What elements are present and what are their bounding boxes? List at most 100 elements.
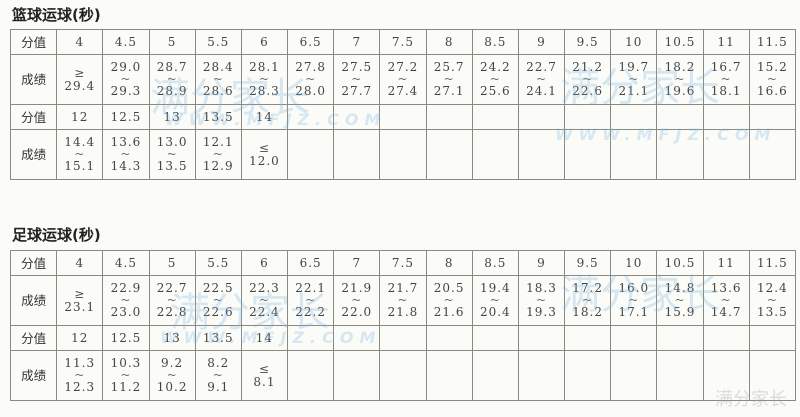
tilde-icon: ~ [351, 293, 363, 307]
score-cell [287, 104, 335, 130]
score-cell: 10.5 [656, 29, 704, 55]
result-cell [748, 350, 797, 401]
result-value: 15.9 [664, 305, 696, 319]
tilde-icon: ~ [628, 293, 640, 307]
score-cell: 12.5 [102, 104, 150, 130]
result-cell: 12.1 ~12.9 [194, 129, 242, 180]
result-cell: 22.7 ~24.1 [517, 54, 566, 105]
result-cell: 28.1 ~28.3 [240, 54, 289, 105]
score-cell: 9.5 [564, 250, 612, 276]
result-cell [425, 129, 473, 180]
tilde-icon: ~ [305, 72, 317, 86]
result-value: 15.2 [757, 60, 788, 74]
tilde-icon: ~ [212, 147, 224, 161]
result-value: 22.6 [202, 305, 234, 319]
result-value: 21.8 [387, 305, 419, 319]
score-cell [748, 104, 797, 130]
score-cell: 4 [56, 250, 104, 276]
score-cell [517, 325, 566, 351]
score-cell [333, 325, 381, 351]
result-cell [564, 129, 612, 180]
result-value: 10.2 [156, 380, 188, 394]
score-cell: 10.5 [656, 250, 704, 276]
tilde-icon: ~ [212, 293, 224, 307]
result-value: 9.2 [161, 356, 184, 370]
row-label-result: 成绩 [9, 129, 58, 180]
result-value: 12.3 [64, 380, 96, 394]
result-value: 20.4 [479, 305, 511, 319]
result-cell [517, 129, 566, 180]
result-cell: 22.9 ~23.0 [102, 275, 150, 326]
result-cell: 22.7 ~22.8 [148, 275, 196, 326]
result-value: 24.2 [479, 60, 511, 74]
score-cell [564, 104, 612, 130]
row-label-score: 分值 [9, 250, 58, 276]
result-cell: 9.2 ~10.2 [148, 350, 196, 401]
result-value: 8.1 [253, 374, 276, 389]
score-cell [471, 104, 519, 130]
result-value: 22.2 [295, 305, 326, 319]
result-cell: 27.2 ~27.4 [379, 54, 427, 105]
score-row: 分值 4 4.5 5 5.5 6 6.5 7 7.5 8 8.5 9 9.5 10 10.5 11 11.5 [9, 250, 797, 276]
score-cell: 9 [517, 250, 566, 276]
score-cell: 8.5 [471, 250, 519, 276]
score-cell: 7 [333, 250, 381, 276]
result-cell [656, 350, 704, 401]
result-value: 22.9 [110, 281, 142, 295]
result-cell: 14.4 ~15.1 [56, 129, 104, 180]
result-value: 19.6 [664, 84, 696, 98]
score-cell: 11.5 [748, 250, 797, 276]
score-cell: 5 [148, 250, 196, 276]
score-cell: 10 [610, 250, 658, 276]
result-cell: 29.0 ~29.3 [102, 54, 150, 105]
result-value: 27.1 [433, 84, 465, 98]
tilde-icon: ~ [720, 72, 732, 86]
result-value: 27.8 [295, 60, 326, 74]
result-cell: 25.7 ~27.1 [425, 54, 473, 105]
result-value: 13.0 [156, 135, 188, 149]
result-cell [287, 350, 335, 401]
tilde-icon: ~ [766, 293, 778, 307]
result-cell [471, 350, 519, 401]
result-cell: 22.5 ~22.6 [194, 275, 242, 326]
score-cell: 7 [333, 29, 381, 55]
score-cell: 7.5 [379, 250, 427, 276]
result-cell [702, 350, 750, 401]
result-value: 14.8 [664, 281, 696, 295]
score-cell: 13.5 [194, 104, 242, 130]
result-value: 22.1 [295, 281, 326, 295]
score-cell: 9.5 [564, 29, 612, 55]
result-value: 14.7 [710, 305, 742, 319]
score-cell: 13 [148, 104, 196, 130]
result-value: 28.7 [156, 60, 188, 74]
tilde-icon: ~ [74, 368, 86, 382]
result-value: 28.3 [249, 84, 280, 98]
result-value: 22.8 [156, 305, 188, 319]
score-cell [656, 325, 704, 351]
result-cell: 19.7 ~21.1 [610, 54, 658, 105]
tilde-icon: ~ [166, 72, 178, 86]
result-value: ≥ [74, 65, 86, 80]
result-cell [287, 129, 335, 180]
score-cell: 8.5 [471, 29, 519, 55]
result-value: 19.7 [618, 60, 650, 74]
result-value: 16.7 [710, 60, 742, 74]
tilde-icon: ~ [120, 368, 132, 382]
result-cell: 8.2 ~9.1 [194, 350, 242, 401]
score-cell: 5.5 [194, 29, 242, 55]
result-cell: 21.7 ~21.8 [379, 275, 427, 326]
result-value: 12.1 [202, 135, 234, 149]
result-value: 27.4 [387, 84, 419, 98]
result-cell [425, 350, 473, 401]
result-value: 17.1 [618, 305, 650, 319]
score-cell [471, 325, 519, 351]
result-value: 22.4 [249, 305, 280, 319]
score-cell: 8 [425, 250, 473, 276]
result-value: 18.2 [664, 60, 696, 74]
result-cell [610, 350, 658, 401]
row-label-result: 成绩 [9, 275, 58, 326]
result-cell [702, 129, 750, 180]
result-value: 12.4 [757, 281, 788, 295]
result-row: 成绩 ≥23.1 22.9 ~23.0 22.7 ~22.8 22.5 ~22.6 22.3 ~2… [9, 275, 797, 326]
basketball-title: 篮球运球(秒) [12, 6, 101, 24]
